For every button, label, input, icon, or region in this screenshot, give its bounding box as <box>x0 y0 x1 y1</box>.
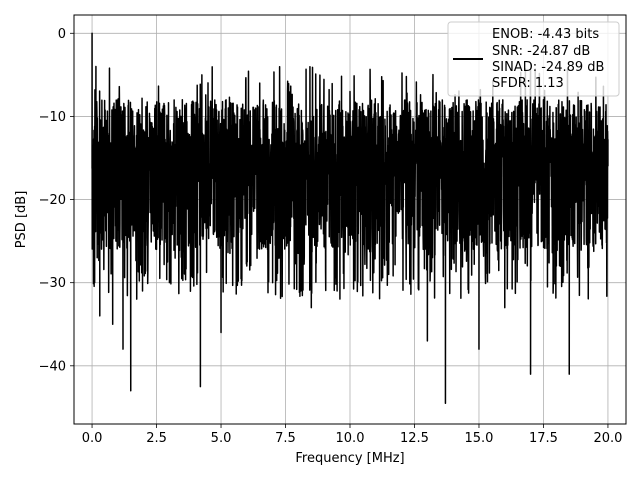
y-tick-label: −10 <box>39 110 66 125</box>
y-tick-label: −20 <box>39 193 66 208</box>
y-tick-label: 0 <box>58 27 66 42</box>
data-layer <box>91 32 609 404</box>
y-tick-label: −40 <box>39 359 66 374</box>
x-tick-label: 7.5 <box>275 431 296 446</box>
x-tick-label: 17.5 <box>529 431 558 446</box>
legend-entry-snr: SNR: -24.87 dB <box>492 44 590 59</box>
y-axis-label: PSD [dB] <box>14 191 29 249</box>
x-axis-label: Frequency [MHz] <box>295 451 404 466</box>
x-tick-label: 12.5 <box>400 431 429 446</box>
y-axis-ticks: 0 −10 −20 −30 −40 <box>39 27 74 374</box>
legend-box <box>447 21 620 97</box>
legend-entry-sfdr: SFDR: 1.13 <box>492 76 564 91</box>
x-tick-label: 10.0 <box>336 431 365 446</box>
x-tick-label: 15.0 <box>464 431 493 446</box>
legend: ENOB: -4.43 bits SNR: -24.87 dB SINAD: -… <box>447 21 620 97</box>
x-tick-label: 20.0 <box>593 431 622 446</box>
x-tick-label: 2.5 <box>146 431 167 446</box>
x-tick-label: 5.0 <box>211 431 232 446</box>
x-axis-ticks: 0.0 2.5 5.0 7.5 10.0 12.5 15.0 17.5 20.0 <box>82 424 622 446</box>
x-tick-label: 0.0 <box>82 431 103 446</box>
y-tick-label: −30 <box>39 276 66 291</box>
legend-entry-sinad: SINAD: -24.89 dB <box>492 60 604 75</box>
legend-entry-enob: ENOB: -4.43 bits <box>492 27 599 42</box>
psd-series-line <box>91 32 609 404</box>
